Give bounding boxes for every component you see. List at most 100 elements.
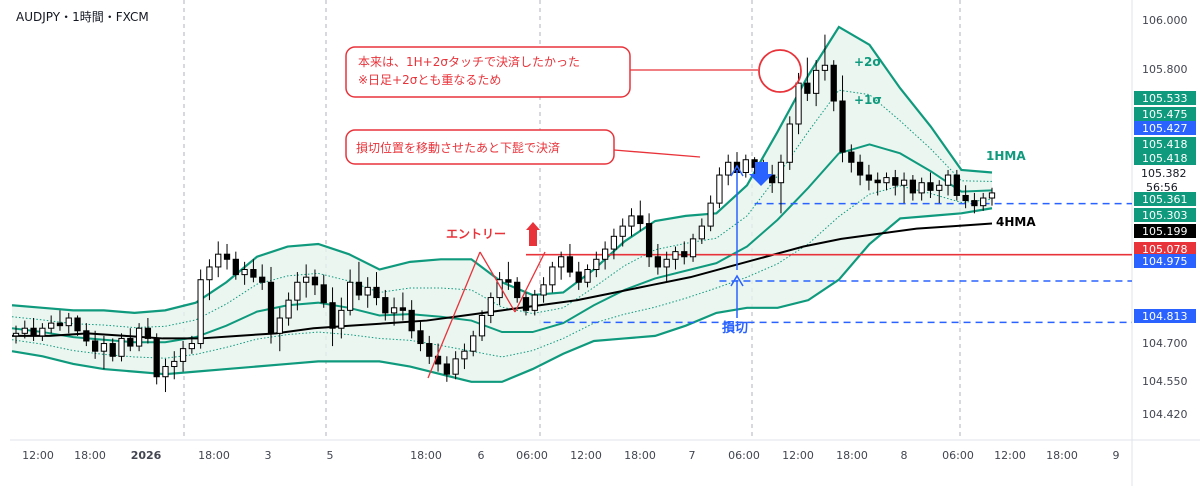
stop-move-arrowhead [730, 164, 744, 177]
candle-body [566, 256, 574, 273]
note-top-box [345, 46, 631, 98]
price-label-bg [1134, 91, 1196, 105]
candle-body [672, 251, 679, 260]
candle-body [593, 258, 600, 271]
bollinger-bands [11, 25, 993, 383]
price-label-bg [1134, 224, 1196, 238]
countdown-label: 56:56 [1146, 181, 1178, 194]
price-label-bg [1134, 309, 1196, 323]
candle-body [311, 276, 319, 286]
stop-arrowhead [730, 274, 744, 287]
price-label: 105.475 [1142, 108, 1188, 121]
candle-body [742, 159, 749, 173]
candle-body [250, 269, 257, 278]
price-label-bg [1134, 121, 1196, 135]
hma1-label: 1HMA [986, 149, 1026, 163]
candle-body [153, 337, 160, 378]
candle-body [927, 182, 934, 191]
candle-body [610, 235, 618, 250]
current-price-label: 105.382 [1141, 167, 1187, 180]
time-axis[interactable]: 12:00 18:00 2026 18:00 3 5 18:00 6 06:00 12:00 18:… [22, 449, 1119, 462]
note-mid-text: 損切位置を移動させたあと下髭で決済 [356, 140, 560, 155]
candle-body [83, 330, 90, 342]
candle-body [320, 284, 327, 304]
candle-body [285, 299, 292, 319]
candle-body [223, 253, 231, 260]
candle-body [531, 294, 538, 311]
time-tick: 12:00 [994, 449, 1026, 462]
candle-body [962, 194, 969, 202]
candle-body [48, 322, 55, 329]
candle-body [786, 123, 793, 163]
note-mid-box [345, 129, 615, 165]
hma4-label: 4HMA [996, 215, 1036, 229]
time-tick: 18:00 [198, 449, 230, 462]
price-label: 104.813 [1142, 310, 1188, 323]
price-axis[interactable]: 106.000 105.800 104.700 104.550 104.420 105.5… [1134, 14, 1196, 421]
candle-body [645, 223, 653, 258]
candle-body [259, 276, 266, 283]
time-tick: 06:00 [516, 449, 548, 462]
candle-body [813, 69, 820, 94]
candle-body [707, 202, 714, 227]
candle-body [127, 337, 134, 347]
price-tick: 106.000 [1142, 14, 1188, 27]
price-tick: 104.550 [1142, 375, 1188, 388]
candle-body [558, 256, 565, 268]
price-label: 105.199 [1142, 225, 1188, 238]
candle-body [892, 177, 899, 186]
trend-line-2 [479, 251, 516, 313]
time-tick: 12:00 [570, 449, 602, 462]
candle-body [267, 281, 275, 334]
candle-body [689, 238, 697, 258]
symbol-title: AUDJPY・1時間・FXCM [16, 10, 149, 24]
time-tick: 18:00 [836, 449, 868, 462]
time-tick: 06:00 [728, 449, 760, 462]
time-tick: 18:00 [1046, 449, 1078, 462]
time-tick: 6 [478, 449, 485, 462]
time-tick: 3 [265, 449, 272, 462]
candle-body [417, 330, 424, 345]
candle-body [637, 215, 644, 225]
candle-body [215, 253, 222, 268]
candle-body [505, 279, 512, 283]
candle-body [294, 281, 301, 301]
candle-body [12, 332, 20, 337]
candle-body [144, 327, 152, 339]
candle-body [171, 360, 178, 368]
time-tick: 2026 [131, 449, 162, 462]
candle-body [461, 350, 468, 360]
trend-line-1 [427, 251, 481, 379]
time-tick: 7 [689, 449, 696, 462]
candlesticks [12, 34, 996, 393]
candle-body [452, 358, 459, 375]
time-tick: 06:00 [942, 449, 974, 462]
candle-body [909, 179, 917, 194]
note-top-line2: ※日足+2σとも重なるため [358, 73, 501, 87]
time-tick: 12:00 [782, 449, 814, 462]
candle-body [874, 179, 881, 184]
candle-body [100, 343, 108, 352]
candle-body [470, 335, 477, 352]
candle-body [390, 307, 398, 314]
candle-body [900, 179, 908, 186]
candle-body [681, 251, 688, 258]
candle-body [443, 363, 450, 375]
candle-body [769, 174, 776, 184]
candle-body [865, 174, 873, 181]
trend-line-3 [514, 251, 546, 313]
candle-body [716, 174, 723, 204]
candle-body [487, 297, 494, 316]
candle-body [918, 182, 925, 194]
candle-body [109, 343, 116, 357]
price-label: 105.427 [1142, 122, 1188, 135]
annotations: 本来は、1H+2σタッチで決済したかった ※日足+2σとも重なるため損切位置を移動… [345, 46, 1036, 379]
candle-body [619, 225, 626, 237]
candle-body [698, 225, 705, 240]
candle-body [804, 82, 811, 94]
candle-body [179, 348, 187, 362]
note-top-line1: 本来は、1H+2σタッチで決済したかった [358, 54, 580, 69]
candle-body [118, 337, 125, 357]
